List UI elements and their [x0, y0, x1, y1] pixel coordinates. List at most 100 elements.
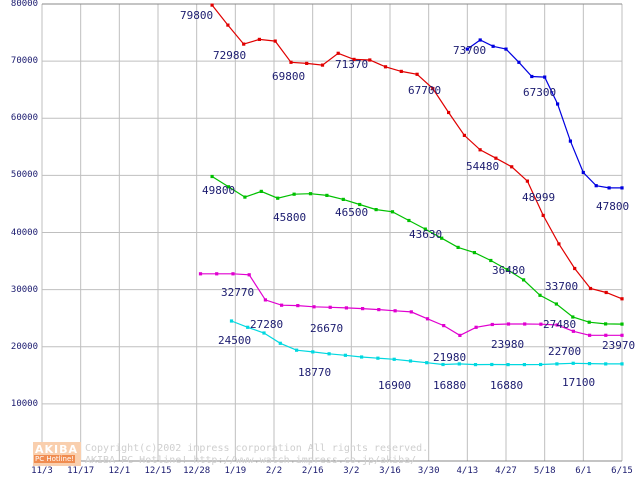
data-point-magenta-series [555, 323, 559, 327]
data-value-label: 17100 [562, 376, 596, 389]
data-point-magenta-series [409, 310, 413, 314]
data-point-magenta-series [263, 298, 267, 302]
data-point-red-series [399, 69, 403, 73]
data-point-green-series [390, 210, 395, 214]
data-point-magenta-series [425, 317, 430, 321]
data-point-cyan-series [587, 362, 592, 366]
y-tick-label: 30000 [10, 284, 38, 295]
data-value-label: 43630 [409, 228, 443, 241]
data-point-cyan-series [327, 352, 331, 356]
data-point-cyan-series [539, 362, 543, 367]
data-value-label: 21980 [433, 351, 467, 364]
data-point-green-series [423, 227, 427, 231]
data-point-green-series [407, 218, 411, 223]
data-point-magenta-series [328, 305, 332, 309]
data-point-red-series [352, 57, 356, 61]
data-value-label: 27480 [543, 318, 577, 331]
data-value-label: 32770 [221, 286, 255, 299]
data-point-red-series [383, 65, 388, 69]
data-point-cyan-series [376, 356, 380, 360]
data-point-red-series [289, 60, 293, 64]
data-value-label: 33700 [545, 280, 579, 293]
x-tick-label: 6/1 [575, 466, 592, 476]
x-tick-label: 11/17 [67, 466, 95, 476]
data-point-cyan-series [522, 363, 526, 367]
data-point-green-series [489, 258, 493, 263]
x-tick-label: 3/2 [343, 466, 360, 476]
data-point-red-series [557, 242, 561, 246]
data-point-green-series [505, 268, 509, 272]
data-point-cyan-series [506, 363, 510, 367]
data-point-blue-series [620, 186, 624, 190]
data-point-magenta-series [280, 303, 284, 307]
data-point-magenta-series [377, 308, 381, 312]
data-value-label: 36480 [492, 264, 526, 277]
akiba-logo-subtitle: PC Hotline! [34, 455, 76, 463]
data-value-label: 67700 [408, 84, 442, 97]
data-value-label: 71370 [335, 58, 369, 71]
watermark: AKIBA PC Hotline! Copyright(c)2002 impre… [33, 442, 633, 468]
data-point-magenta-series [247, 273, 251, 277]
data-point-red-series [604, 290, 608, 295]
data-point-green-series [472, 251, 476, 255]
data-point-blue-series [594, 184, 598, 188]
data-point-magenta-series [393, 309, 397, 313]
data-point-red-series [494, 156, 498, 160]
y-tick-label: 80000 [10, 0, 38, 9]
data-point-red-series [478, 148, 482, 152]
data-point-cyan-series [295, 348, 299, 352]
data-point-red-series [588, 286, 593, 291]
data-point-blue-series [504, 47, 508, 51]
data-point-red-series [620, 297, 624, 301]
data-value-label: 47800 [596, 200, 630, 213]
data-point-green-series [358, 202, 362, 207]
data-point-magenta-series [215, 272, 219, 276]
data-point-cyan-series [571, 361, 575, 365]
data-value-label: 16900 [378, 379, 412, 392]
data-point-magenta-series [312, 305, 316, 309]
data-value-label: 49800 [202, 184, 236, 197]
data-value-label: 67300 [523, 86, 557, 99]
data-point-green-series [440, 236, 444, 240]
data-point-magenta-series [198, 272, 203, 276]
data-point-red-series [573, 266, 577, 271]
data-point-red-series [510, 165, 514, 169]
data-point-magenta-series [458, 333, 462, 337]
data-point-red-series [415, 72, 419, 76]
data-point-green-series [571, 315, 575, 319]
y-tick-label: 10000 [10, 398, 38, 409]
data-value-label: 22700 [548, 345, 582, 358]
data-point-magenta-series [231, 272, 235, 276]
x-tick-label: 3/16 [379, 466, 401, 476]
data-point-green-series [587, 320, 591, 324]
data-point-blue-series [478, 38, 482, 42]
data-point-red-series [210, 3, 214, 7]
data-point-red-series [541, 213, 545, 217]
x-tick-label: 6/15 [611, 466, 633, 476]
data-point-green-series [276, 196, 280, 200]
x-tick-label: 11/3 [31, 466, 53, 476]
data-point-cyan-series [408, 359, 413, 363]
data-point-cyan-series [343, 353, 347, 357]
data-point-blue-series [530, 74, 534, 79]
data-point-red-series [257, 37, 261, 41]
data-value-label: 72980 [213, 49, 247, 62]
data-point-green-series [210, 174, 214, 179]
data-point-green-series [292, 192, 296, 196]
data-value-label: 26670 [310, 322, 344, 335]
data-point-green-series [620, 322, 624, 326]
data-point-red-series [525, 179, 529, 183]
data-point-magenta-series [506, 322, 511, 326]
data-value-label: 27280 [250, 318, 284, 331]
data-value-label: 23980 [491, 338, 525, 351]
x-tick-label: 2/16 [301, 466, 324, 476]
x-tick-label: 12/1 [108, 466, 131, 476]
data-point-cyan-series [360, 355, 364, 359]
data-point-cyan-series [441, 362, 445, 367]
data-value-label: 79800 [180, 9, 214, 22]
data-value-label: 73700 [453, 44, 487, 57]
data-point-green-series [325, 193, 329, 197]
data-value-label: 18770 [298, 366, 332, 379]
